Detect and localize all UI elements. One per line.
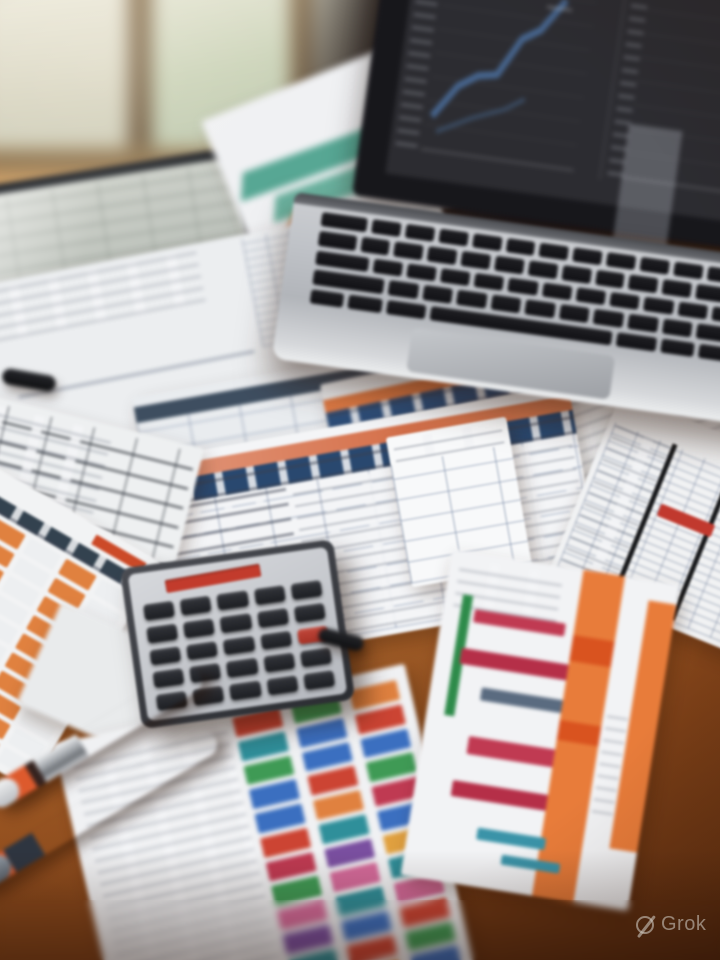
keyboard-key xyxy=(627,313,659,333)
calculator-key xyxy=(293,602,326,623)
keyboard-key xyxy=(594,270,626,289)
calculator-key xyxy=(253,585,286,605)
calculator-key xyxy=(256,607,289,628)
keyboard-key xyxy=(575,287,607,306)
calculator-display xyxy=(164,563,262,594)
calculator-key xyxy=(299,647,333,668)
keyboard-key xyxy=(490,294,522,314)
calculator-key xyxy=(186,640,219,661)
calculator-key xyxy=(229,680,262,701)
keyboard-key xyxy=(558,304,591,323)
calculator-key xyxy=(216,590,249,611)
keyboard-key xyxy=(471,233,503,252)
orange-band-segment xyxy=(569,635,615,668)
keyboard-key xyxy=(706,266,720,285)
keyboard-key xyxy=(593,309,625,328)
keyboard-key xyxy=(385,299,427,320)
keyboard-key xyxy=(405,263,437,282)
keyboard-key xyxy=(661,279,693,298)
keyboard-key xyxy=(615,331,658,352)
keyboard-key xyxy=(628,274,659,294)
keyboard-key xyxy=(493,256,525,275)
keyboard-key xyxy=(695,284,720,303)
keyboard-key xyxy=(524,299,556,318)
keyboard-key xyxy=(507,277,539,296)
line-chart-panel xyxy=(420,0,600,172)
keyboard-key xyxy=(541,282,573,301)
slate-bar xyxy=(479,687,573,715)
teal-bar xyxy=(476,827,547,850)
line-chart xyxy=(429,0,569,134)
keyboard-key xyxy=(527,260,559,279)
keyboard-key xyxy=(572,247,603,266)
keyboard-key xyxy=(605,252,637,271)
keyboard-key xyxy=(421,285,454,304)
keyboard-key xyxy=(473,272,505,292)
keyboard-key xyxy=(609,291,641,311)
keyboard-key xyxy=(359,237,391,256)
keyboard-key xyxy=(643,296,675,315)
window-pane xyxy=(0,0,130,150)
calculator-key xyxy=(143,600,176,621)
keyboard-key xyxy=(387,280,419,299)
calculator-key xyxy=(149,645,182,666)
grok-logo-icon xyxy=(636,914,656,938)
keyboard-key xyxy=(371,219,402,238)
keyboard-key xyxy=(317,231,357,251)
calculator-key xyxy=(303,670,336,691)
keyboard-key xyxy=(393,241,424,261)
keyboard-key xyxy=(661,318,693,338)
orange-band-segment xyxy=(557,719,602,746)
keyboard-key xyxy=(505,237,536,257)
calculator-key xyxy=(223,635,256,656)
calculator-key xyxy=(146,623,179,644)
calculator-key xyxy=(179,595,212,616)
keyboard-key xyxy=(347,294,383,314)
keyboard-key xyxy=(460,251,492,270)
window-frame xyxy=(128,0,154,165)
keyboard-key xyxy=(538,242,570,261)
calculator-key xyxy=(290,579,323,600)
watermark-text: Grok xyxy=(661,913,707,935)
keyboard-key xyxy=(309,288,345,308)
calculator-key xyxy=(263,652,296,673)
keyboard-key xyxy=(456,289,488,309)
keyboard-key xyxy=(404,223,436,243)
keyboard-key xyxy=(320,212,369,233)
calculator-key xyxy=(259,630,292,651)
keyboard-key xyxy=(639,256,670,276)
keyboard-key xyxy=(660,338,696,358)
keyboard-key xyxy=(698,343,720,363)
calculator-key xyxy=(219,612,252,633)
keyboard-key xyxy=(561,265,592,284)
grok-logo-slash xyxy=(636,914,656,938)
calculator-key xyxy=(226,658,259,678)
laptop-display xyxy=(385,0,720,285)
keyboard-key xyxy=(438,228,469,247)
watermark: Grok xyxy=(636,913,707,938)
calculator-key xyxy=(266,675,299,696)
keyboard-key xyxy=(372,258,404,277)
keyboard-key xyxy=(426,246,458,265)
keyboard-key xyxy=(315,250,370,273)
keyboard-key xyxy=(439,267,471,287)
keyboard-key xyxy=(677,301,709,320)
keyboard-key xyxy=(672,261,704,280)
calculator-key xyxy=(183,618,216,638)
